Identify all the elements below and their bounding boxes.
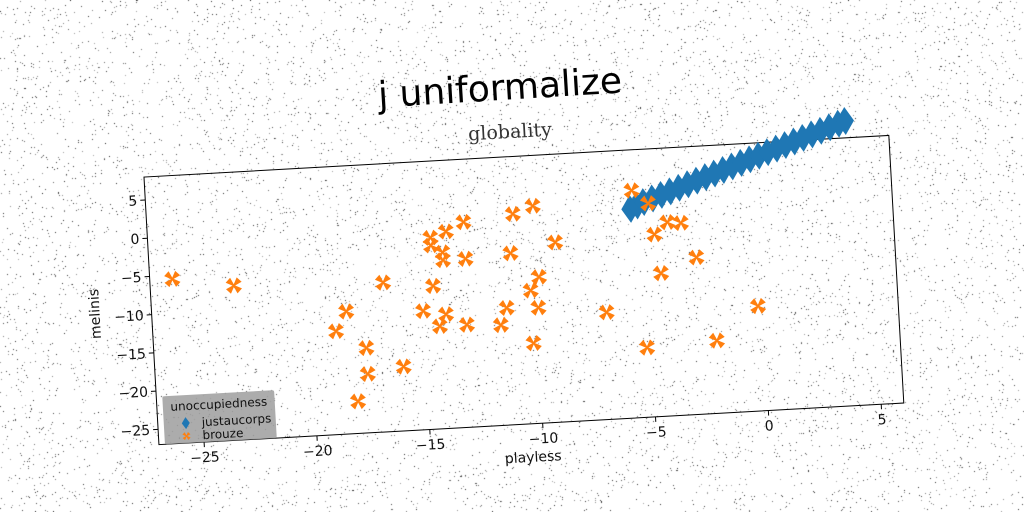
data-point-justaucorps (820, 113, 839, 142)
data-point-brouze (530, 299, 547, 316)
data-point-brouze (672, 214, 690, 232)
x-tick-label: −15 (415, 437, 445, 455)
x-tick-label: 5 (877, 412, 887, 428)
data-point-justaucorps (749, 141, 768, 170)
legend-label-justaucorps: justaucorps (200, 411, 271, 429)
data-point-brouze (164, 270, 181, 288)
legend-box (162, 390, 277, 445)
x-axis-label: playless (504, 448, 562, 467)
data-point-brouze (652, 264, 670, 282)
data-point-brouze (437, 223, 455, 240)
data-point-brouze (498, 299, 515, 317)
data-point-brouze (525, 334, 542, 352)
data-point-justaucorps (687, 166, 706, 195)
data-point-justaucorps (785, 127, 804, 156)
x-tick-label: −20 (303, 443, 333, 461)
data-point-justaucorps (652, 180, 671, 209)
data-point-brouze (395, 358, 412, 375)
y-tick-label: −25 (120, 423, 150, 441)
data-point-brouze (547, 234, 564, 251)
y-axis-label: melinis (86, 289, 105, 340)
data-point-justaucorps (740, 145, 759, 174)
data-point-justaucorps (811, 116, 830, 145)
x-tick-label: −5 (646, 424, 668, 441)
y-tick-label: −10 (114, 308, 144, 326)
data-point-brouze (522, 282, 539, 299)
legend-marker-justaucorps (181, 417, 190, 430)
data-point-justaucorps (705, 159, 724, 188)
main-title: j uniformalize (376, 61, 623, 117)
plot-frame (143, 134, 905, 446)
data-point-brouze (424, 277, 442, 295)
chart-subtitle: globality (468, 119, 553, 146)
data-point-brouze (455, 213, 472, 231)
data-point-brouze (659, 214, 676, 231)
data-point-brouze (524, 197, 541, 215)
y-tick-label: −20 (118, 385, 148, 403)
data-point-brouze (492, 316, 510, 334)
y-tick-label: −15 (116, 346, 146, 364)
data-point-brouze (359, 365, 376, 383)
data-point-justaucorps (836, 107, 854, 135)
data-point-justaucorps (634, 188, 653, 217)
data-point-brouze (688, 249, 705, 266)
data-point-justaucorps (793, 123, 812, 152)
data-point-brouze (374, 274, 392, 291)
data-point-justaucorps (669, 173, 688, 202)
data-point-brouze (502, 245, 519, 262)
data-point-brouze (623, 182, 640, 199)
series-brouze (164, 182, 767, 410)
data-point-justaucorps (758, 138, 777, 167)
data-point-brouze (457, 250, 474, 267)
data-point-justaucorps (802, 120, 821, 149)
data-point-brouze (458, 316, 476, 333)
data-point-brouze (638, 339, 656, 356)
data-point-brouze (504, 205, 522, 223)
legend-label-brouze: brouze (202, 426, 244, 442)
axis-ticks: −25 −20 −15 −10 −5 0 5 5 0 −5 −10 −15 −20 −25 (114, 193, 887, 467)
data-point-justaucorps (767, 134, 786, 163)
data-marks (164, 107, 854, 410)
data-point-brouze (434, 251, 452, 269)
data-point-brouze (338, 303, 355, 320)
data-point-brouze (646, 226, 663, 243)
x-tick-label: −25 (190, 449, 220, 467)
y-tick-label: −5 (121, 270, 143, 287)
data-point-brouze (598, 304, 615, 321)
series-justaucorps (621, 107, 854, 223)
data-point-brouze (327, 323, 345, 340)
legend-marker-brouze (182, 432, 191, 441)
data-point-brouze (749, 297, 767, 315)
data-point-brouze (639, 195, 657, 212)
x-tick-label: 0 (764, 418, 774, 434)
data-point-justaucorps (731, 148, 750, 177)
y-tick-label: 0 (130, 232, 140, 248)
data-point-justaucorps (714, 156, 733, 184)
data-point-brouze (431, 317, 449, 335)
data-point-justaucorps (723, 152, 742, 181)
legend: unoccupiedness justaucorps brouze (162, 390, 277, 445)
data-point-brouze (414, 302, 432, 320)
data-point-justaucorps (661, 177, 680, 206)
data-point-justaucorps (696, 163, 715, 192)
data-point-brouze (225, 277, 242, 294)
data-point-brouze (349, 393, 367, 410)
data-point-justaucorps (776, 131, 795, 160)
x-tick-label: −10 (528, 430, 558, 448)
data-point-brouze (530, 268, 548, 286)
data-point-justaucorps (678, 170, 697, 199)
data-point-brouze (358, 339, 375, 357)
data-point-brouze (708, 332, 726, 349)
legend-title: unoccupiedness (170, 395, 267, 414)
y-tick-label: 5 (128, 193, 138, 209)
data-point-brouze (437, 306, 455, 323)
plot-area: −25 −20 −15 −10 −5 0 5 5 0 −5 −10 −15 −20 −25 unoccup… (86, 107, 905, 467)
data-point-brouze (422, 229, 439, 246)
